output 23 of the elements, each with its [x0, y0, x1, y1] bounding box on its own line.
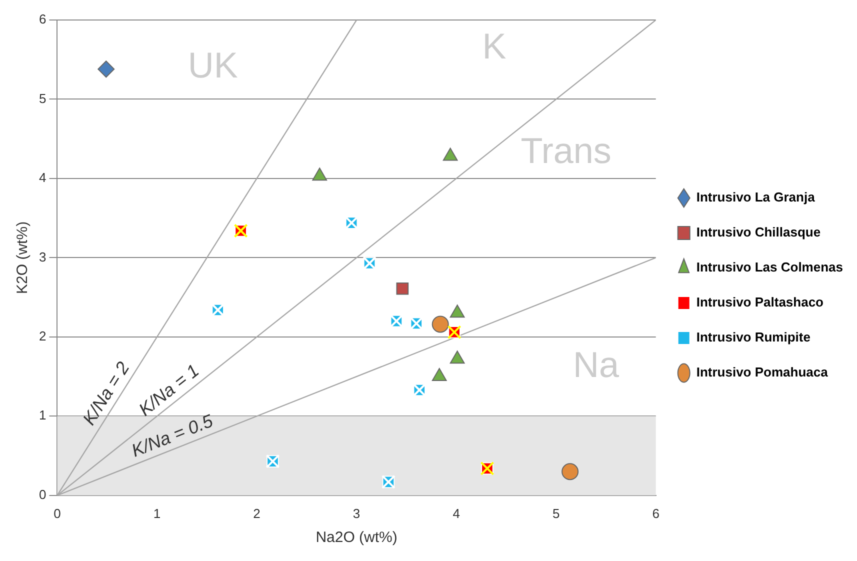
- x-tick-label: 6: [652, 506, 660, 521]
- y-tick-label: 1: [38, 408, 46, 423]
- x-tick-label: 1: [153, 506, 161, 521]
- legend-label: Intrusivo Paltashaco: [696, 294, 824, 310]
- legend-label: Intrusivo Las Colmenas: [696, 260, 844, 275]
- x-axis-title: Na2O (wt%): [316, 529, 398, 546]
- y-tick-label: 6: [38, 12, 46, 27]
- legend-label: Intrusivo Chillasque: [696, 224, 821, 240]
- x-tick-label: 4: [452, 506, 460, 521]
- y-tick-label: 4: [38, 170, 46, 186]
- legend-label: Intrusivo Pomahuaca: [696, 364, 829, 380]
- y-tick-label: 3: [38, 249, 46, 264]
- y-tick-label: 5: [38, 90, 46, 106]
- legend-label: Intrusivo Rumipite: [696, 330, 810, 345]
- y-tick-label: 0: [38, 486, 46, 502]
- legend-label: Intrusivo La Granja: [696, 190, 816, 205]
- text: K/Na = 1: [135, 360, 203, 420]
- y-axis-title: K2O (wt%): [14, 221, 32, 294]
- x-tick-label: 5: [552, 506, 560, 521]
- x-tick-label: 2: [253, 506, 260, 521]
- x-tick-label: 3: [352, 506, 360, 521]
- y-tick-label: 2: [38, 328, 46, 344]
- x-tick-label: 0: [54, 506, 61, 521]
